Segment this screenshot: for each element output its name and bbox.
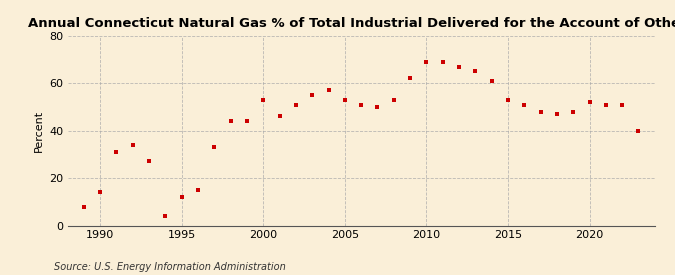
Text: Source: U.S. Energy Information Administration: Source: U.S. Energy Information Administ… xyxy=(54,262,286,272)
Title: Annual Connecticut Natural Gas % of Total Industrial Delivered for the Account o: Annual Connecticut Natural Gas % of Tota… xyxy=(28,17,675,31)
Y-axis label: Percent: Percent xyxy=(34,109,44,152)
